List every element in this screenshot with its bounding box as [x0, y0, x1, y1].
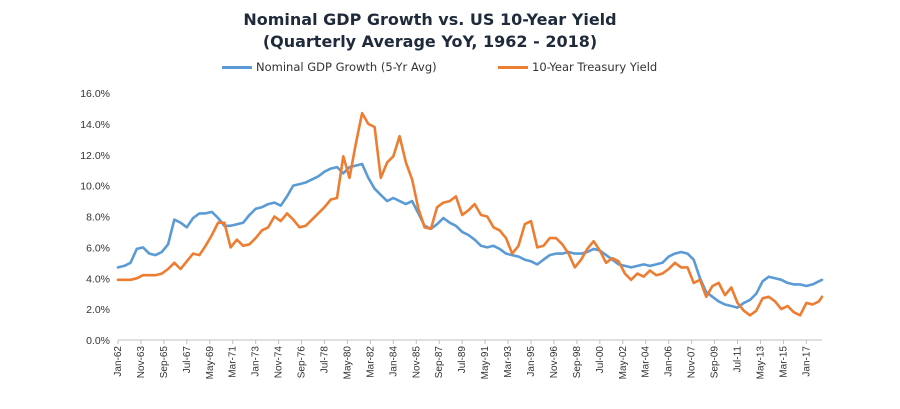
chart-title: Nominal GDP Growth vs. US 10-Year Yield: [243, 10, 617, 29]
x-tick-label: Nov-96: [549, 346, 560, 379]
y-tick-label: 6.0%: [86, 242, 110, 254]
x-tick-label: Mar-82: [365, 346, 376, 378]
y-tick-label: 8.0%: [86, 212, 110, 224]
x-tick-label: Jul-67: [182, 346, 193, 374]
legend-swatch-gdp: [222, 65, 252, 69]
x-tick-label: May-13: [755, 346, 766, 380]
x-tick-label: Nov-63: [136, 346, 147, 379]
x-tick-label: May-69: [205, 346, 216, 380]
x-tick-label: Sep-87: [434, 346, 445, 379]
x-tick-label: Jan-84: [388, 346, 399, 377]
x-tick-label: May-91: [480, 346, 491, 380]
x-tick-label: Mar-93: [503, 346, 514, 378]
x-tick-label: May-02: [618, 346, 629, 380]
x-tick-label: Jan-95: [526, 346, 537, 377]
x-tick-label: Mar-15: [778, 346, 789, 378]
x-tick-label: Jan-62: [113, 346, 124, 377]
x-tick-label: Sep-76: [297, 346, 308, 379]
x-tick-label: Mar-71: [228, 346, 239, 378]
x-tick-label: Jul-78: [320, 346, 331, 374]
x-tick-label: Sep-09: [710, 346, 721, 379]
x-tick-label: Jul-89: [457, 346, 468, 374]
x-tick-label: Jan-73: [251, 346, 262, 377]
x-tick-label: May-80: [342, 346, 353, 380]
chart-subtitle: (Quarterly Average YoY, 1962 - 2018): [262, 32, 598, 51]
y-tick-label: 12.0%: [80, 150, 110, 162]
legend-label-gdp: Nominal GDP Growth (5-Yr Avg): [256, 60, 437, 74]
x-tick-label: Mar-04: [641, 346, 652, 378]
x-tick-label: Jul-00: [595, 346, 606, 374]
legend-item-gdp: Nominal GDP Growth (5-Yr Avg): [222, 60, 437, 74]
x-tick-label: Jul-11: [733, 346, 744, 373]
x-tick-label: Sep-65: [159, 346, 170, 379]
y-tick-label: 16.0%: [80, 88, 110, 100]
x-tick-label: Nov-07: [687, 346, 698, 379]
y-tick-label: 2.0%: [86, 304, 110, 316]
x-tick-label: Nov-74: [274, 346, 285, 379]
y-tick-label: 0.0%: [86, 335, 110, 347]
x-tick-label: Jan-17: [801, 346, 812, 377]
legend-swatch-yield: [498, 65, 528, 69]
y-tick-label: 14.0%: [80, 119, 110, 131]
y-tick-label: 10.0%: [80, 181, 110, 193]
legend-label-yield: 10-Year Treasury Yield: [532, 60, 658, 74]
series-line-gdp: [116, 162, 824, 309]
x-tick-label: Jan-06: [664, 346, 675, 377]
series-line-yield: [116, 111, 824, 317]
x-tick-label: Nov-85: [411, 346, 422, 379]
x-tick-label: Sep-98: [572, 346, 583, 379]
y-tick-label: 4.0%: [86, 273, 110, 285]
legend-item-yield: 10-Year Treasury Yield: [498, 60, 657, 74]
